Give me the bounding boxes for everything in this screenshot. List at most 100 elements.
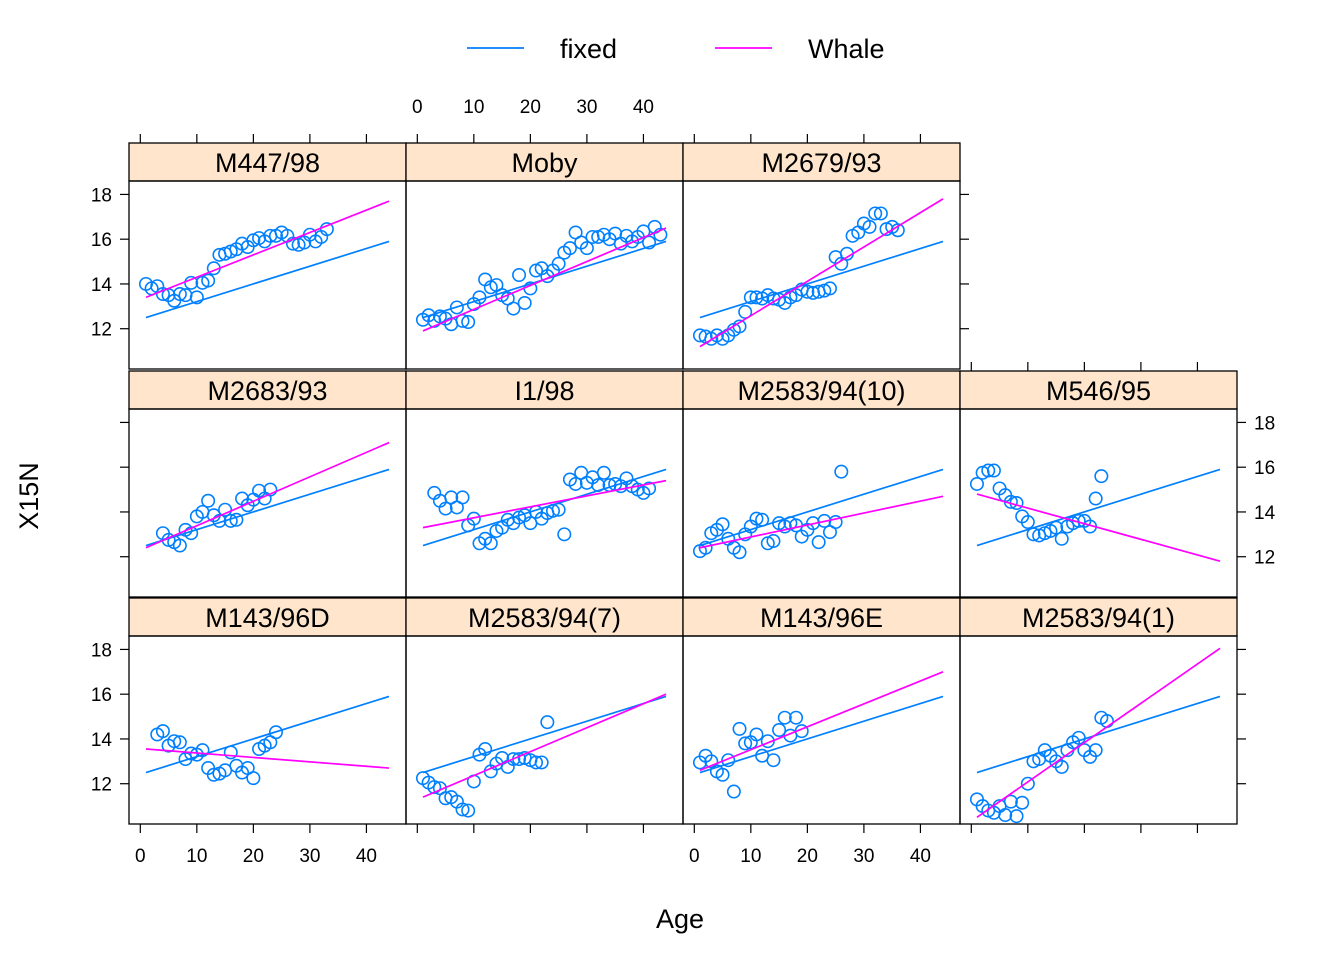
data-point	[772, 723, 787, 738]
data-point	[828, 515, 843, 530]
panel-m2583-94-1-: M2583/94(1)	[959, 597, 1238, 825]
panel-strip	[128, 142, 407, 182]
fixed-fit-line	[699, 468, 944, 547]
data-point	[766, 753, 781, 768]
data-point	[749, 727, 764, 742]
panel-frame	[405, 635, 684, 825]
data-point	[195, 743, 210, 758]
data-point	[1088, 743, 1103, 758]
panel-plot-area	[422, 465, 667, 551]
panel-plot-area	[145, 441, 390, 553]
x-tick-label: 0	[135, 846, 146, 867]
fixed-fit-line	[976, 695, 1221, 774]
data-point	[483, 536, 498, 551]
data-point	[800, 284, 815, 299]
panel-strip-label: M2583/94(10)	[737, 376, 905, 406]
data-point	[263, 482, 278, 497]
axes: 0 10 20 30 40 0 10 20 30 400 10 20 30 401214161812141…	[91, 97, 1276, 867]
data-point	[986, 463, 1001, 478]
panel-strip-label: I1/98	[514, 376, 574, 406]
panel-strip-label: M2679/93	[761, 148, 881, 178]
panel-m143-96d: M143/96D	[128, 597, 407, 825]
data-point	[461, 315, 476, 330]
data-point	[285, 236, 300, 251]
panel-plot-area	[692, 464, 944, 560]
y-tick-label: 12	[1254, 548, 1275, 569]
y-axis-row-2-left: 12 14 16 18	[91, 185, 129, 341]
data-point	[834, 464, 849, 479]
panel-frame	[128, 408, 407, 598]
data-point	[506, 752, 521, 767]
data-point	[1088, 491, 1103, 506]
x-axis-title: Age	[656, 904, 704, 934]
fixed-fit-line	[422, 695, 667, 774]
y-axis-row-2-right	[960, 193, 969, 330]
panel-frame	[959, 635, 1238, 825]
data-point	[529, 755, 544, 770]
data-point	[534, 755, 549, 770]
y-axis-row-1-left	[120, 421, 129, 558]
x-axis-col-2-top	[693, 134, 922, 143]
data-point	[738, 736, 753, 751]
panel-i1-98: I1/98	[405, 370, 684, 598]
x-axis-col-0-bottom: 0 10 20 30 40	[135, 824, 377, 867]
x-tick-label: 20	[243, 846, 264, 867]
panel-m546-95: M546/95	[959, 370, 1238, 598]
y-axis-row-0-right	[1237, 648, 1246, 785]
panel-strip	[959, 370, 1238, 410]
panel-plot-area	[415, 219, 668, 332]
fixed-fit-line	[145, 695, 390, 774]
data-point	[268, 725, 283, 740]
whale-fit-line	[699, 495, 944, 549]
legend-entry-whale: Whale	[715, 34, 885, 64]
data-point	[172, 735, 187, 750]
data-point	[461, 803, 476, 818]
data-point	[449, 300, 464, 315]
panel-strip-label: M143/96D	[205, 603, 330, 633]
y-axis-row-1-right: 12 14 16 18	[1237, 413, 1276, 569]
data-point	[517, 295, 532, 310]
x-tick-label: 20	[520, 97, 541, 118]
legend-entry-fixed: fixed	[467, 34, 617, 64]
data-point	[1094, 469, 1109, 484]
data-point	[1071, 730, 1086, 745]
data-point	[579, 241, 594, 256]
x-tick-label: 0	[412, 97, 423, 118]
panel-frame	[128, 635, 407, 825]
panel-m143-96e: M143/96E	[682, 597, 961, 825]
panel-plot-area	[692, 198, 944, 348]
y-tick-label: 12	[91, 775, 112, 796]
data-point	[201, 273, 216, 288]
data-point	[749, 511, 764, 526]
data-point	[969, 476, 984, 491]
data-point	[777, 710, 792, 725]
y-tick-label: 14	[1254, 503, 1276, 524]
whale-fit-line	[422, 479, 667, 529]
data-point	[551, 256, 566, 271]
panel-strip-label: M2683/93	[207, 376, 327, 406]
data-point	[822, 281, 837, 296]
panel-strip-label: M546/95	[1046, 376, 1151, 406]
data-point	[715, 517, 730, 532]
fixed-fit-line	[699, 695, 944, 774]
y-tick-label: 16	[1254, 458, 1275, 479]
data-point	[478, 742, 493, 757]
y-tick-label: 18	[1254, 413, 1275, 434]
x-axis-col-2-bottom: 0 10 20 30 40	[689, 824, 931, 867]
data-point	[738, 304, 753, 319]
panel-plot-area	[969, 463, 1221, 563]
x-tick-label: 40	[356, 846, 377, 867]
panel-m2583-94-7-: M2583/94(7)	[405, 597, 684, 825]
panel-strip	[128, 370, 407, 410]
panel-strip-label: M143/96E	[760, 603, 883, 633]
x-axis-col-3-bottom	[970, 824, 1199, 833]
x-axis-col-3-top	[970, 362, 1199, 371]
data-point	[568, 476, 583, 491]
x-tick-label: 30	[576, 97, 597, 118]
data-point	[246, 771, 261, 786]
whale-fit-line	[976, 647, 1221, 818]
data-point	[1003, 794, 1018, 809]
y-tick-label: 14	[91, 275, 113, 296]
panel-strip	[959, 597, 1238, 637]
